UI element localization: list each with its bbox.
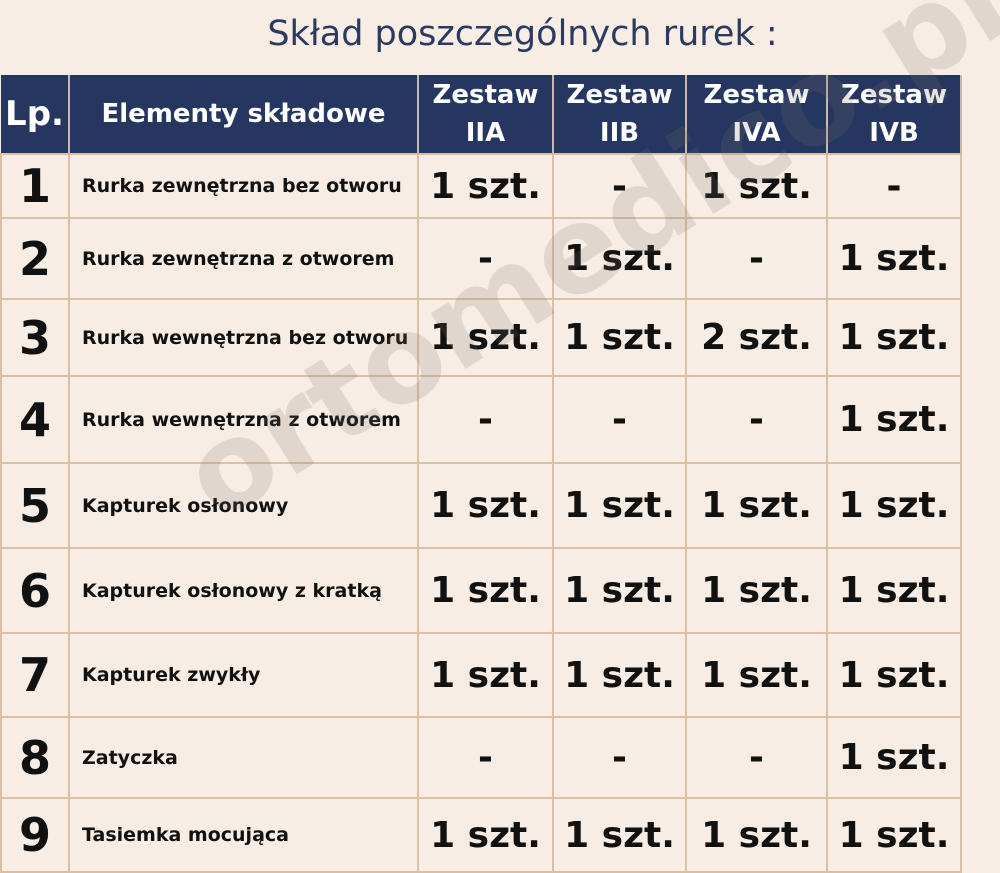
quantity-cell: 1 szt. (552, 547, 687, 634)
quantity-cell: 1 szt. (826, 632, 962, 718)
quantity-cell: 1 szt. (826, 462, 962, 549)
row-number: 5 (0, 462, 70, 549)
quantity-cell: 1 szt. (826, 797, 962, 873)
table-row: 2 Rurka zewnętrzna z otworem -1 szt. -1 szt… (0, 217, 962, 300)
quantity-cell: 1 szt. (685, 797, 828, 873)
table-row: 7 Kapturek zwykły 1 szt. 1 szt. 1 szt. 1 szt. (0, 632, 962, 718)
quantity-cell: 1 szt. (826, 716, 962, 799)
column-header: Zestaw IIA (418, 75, 554, 154)
column-header: Zestaw IVB (827, 75, 962, 154)
table-row: 4 Rurka wewnętrzna z otworem - - -1 szt. (0, 375, 962, 464)
row-number: 3 (0, 298, 70, 377)
quantity-cell: 1 szt. (417, 298, 554, 377)
quantity-cell: 1 szt. (552, 298, 687, 377)
quantity-cell: 1 szt. (685, 547, 828, 634)
table-row: 3 Rurka wewnętrzna bez otworu 1 szt. 1 szt.… (0, 298, 962, 377)
quantity-cell: - (417, 375, 554, 464)
quantity-cell: 1 szt. (685, 632, 828, 718)
column-header: Elementy składowe (69, 75, 419, 154)
table-row: 1 Rurka zewnętrzna bez otworu 1 szt. -1 szt… (0, 153, 962, 219)
quantity-cell: 1 szt. (685, 153, 828, 219)
table-row: 6 Kapturek osłonowy z kratką 1 szt. 1 szt. 1… (0, 547, 962, 634)
quantity-cell: - (552, 716, 687, 799)
element-name: Kapturek zwykły (68, 632, 419, 718)
element-name: Rurka wewnętrzna bez otworu (68, 298, 419, 377)
row-number: 1 (0, 153, 70, 219)
row-number: 8 (0, 716, 70, 799)
composition-table: Lp. Elementy składowe Zestaw IIA Zestaw IIB… (0, 75, 962, 873)
table-row: 8 Zatyczka - - -1 szt. (0, 716, 962, 799)
quantity-cell: 1 szt. (826, 375, 962, 464)
quantity-cell: - (552, 153, 687, 219)
quantity-cell: - (417, 716, 554, 799)
table-row: 9 Tasiemka mocująca 1 szt. 1 szt. 1 szt. 1 sz… (0, 797, 962, 873)
quantity-cell: 1 szt. (552, 632, 687, 718)
row-number: 2 (0, 217, 70, 300)
quantity-cell: 1 szt. (417, 797, 554, 873)
quantity-cell: 1 szt. (417, 632, 554, 718)
element-name: Kapturek osłonowy z kratką (68, 547, 419, 634)
row-number: 9 (0, 797, 70, 873)
quantity-cell: - (685, 217, 828, 300)
row-number: 4 (0, 375, 70, 464)
quantity-cell: 1 szt. (552, 217, 687, 300)
quantity-cell: - (685, 375, 828, 464)
element-name: Tasiemka mocująca (68, 797, 419, 873)
quantity-cell: 1 szt. (552, 462, 687, 549)
element-name: Kapturek osłonowy (68, 462, 419, 549)
quantity-cell: - (417, 217, 554, 300)
column-header: Lp. (1, 75, 70, 154)
quantity-cell: - (552, 375, 687, 464)
quantity-cell: 2 szt. (685, 298, 828, 377)
page-title: Skład poszczególnych rurek : (267, 14, 778, 54)
quantity-cell: 1 szt. (826, 298, 962, 377)
row-number: 6 (0, 547, 70, 634)
quantity-cell: 1 szt. (417, 462, 554, 549)
element-name: Zatyczka (68, 716, 419, 799)
element-name: Rurka wewnętrzna z otworem (68, 375, 419, 464)
quantity-cell: 1 szt. (826, 547, 962, 634)
element-name: Rurka zewnętrzna bez otworu (68, 153, 419, 219)
quantity-cell: 1 szt. (826, 217, 962, 300)
element-name: Rurka zewnętrzna z otworem (68, 217, 419, 300)
column-header: Zestaw IIB (553, 75, 687, 154)
quantity-cell: 1 szt. (552, 797, 687, 873)
quantity-cell: - (826, 153, 962, 219)
quantity-cell: 1 szt. (685, 462, 828, 549)
quantity-cell: 1 szt. (417, 153, 554, 219)
column-header: Zestaw IVA (686, 75, 828, 154)
quantity-cell: 1 szt. (417, 547, 554, 634)
table-row: 5 Kapturek osłonowy 1 szt. 1 szt. 1 szt. 1 sz… (0, 462, 962, 549)
header-row: Lp. Elementy składowe Zestaw IIA Zestaw IIB… (1, 75, 962, 154)
quantity-cell: - (685, 716, 828, 799)
row-number: 7 (0, 632, 70, 718)
